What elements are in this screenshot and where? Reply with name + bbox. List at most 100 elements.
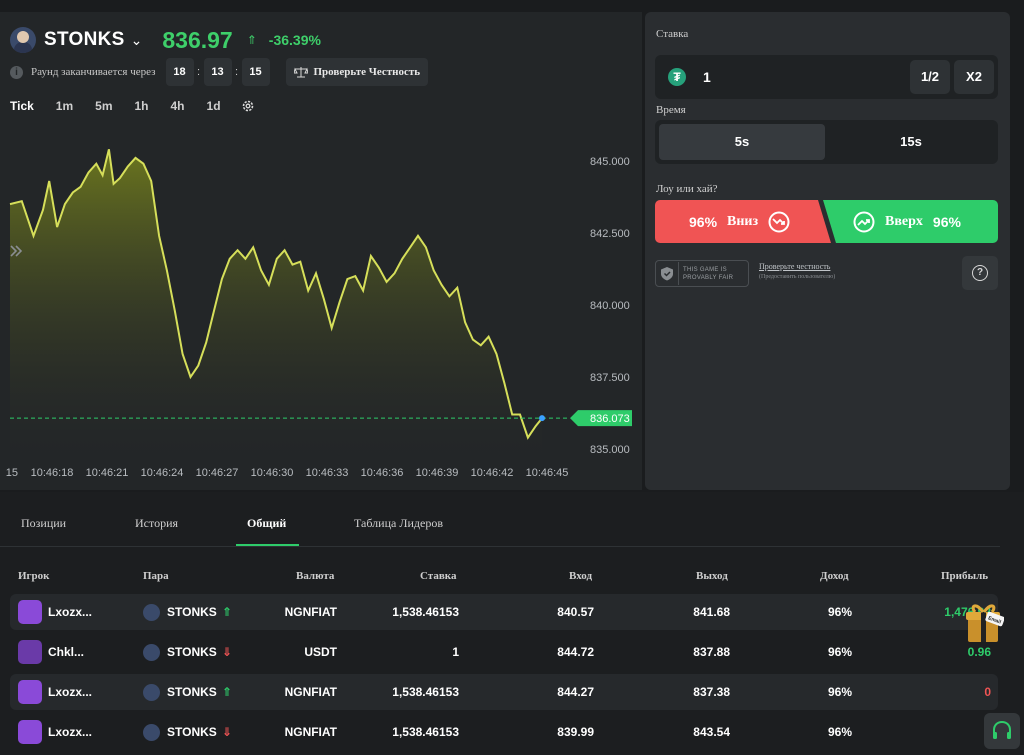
- active-tab-indicator: [236, 544, 299, 546]
- tether-coin-icon: ₮: [668, 68, 686, 86]
- bets-panel: Позиции История Общий Таблица Лидеров Иг…: [0, 492, 1024, 755]
- pair-avatar: [143, 724, 160, 741]
- table-row[interactable]: Lxozx... STONKS ⇑ NGNFIAT 1,538.46153 840.57 8…: [10, 594, 998, 630]
- header-profit: Прибыль: [941, 570, 989, 582]
- pair-name: STONKS: [167, 645, 217, 659]
- player-name[interactable]: Lxozx...: [48, 605, 93, 619]
- pair-avatar: [143, 604, 160, 621]
- time-label: Время: [656, 104, 686, 116]
- check-fairness-sub: (Предоставить пользователю): [759, 274, 836, 280]
- double-stake-button[interactable]: X2: [954, 60, 994, 94]
- fairness-button[interactable]: Проверьте Честность: [285, 58, 429, 86]
- asset-price: 836.97: [162, 26, 233, 53]
- header-currency: Валюта: [296, 570, 335, 582]
- help-button[interactable]: ?: [962, 256, 998, 290]
- entry-price: 844.27: [557, 685, 594, 699]
- timeframe-5m[interactable]: 5m: [95, 99, 113, 113]
- exit-price: 843.54: [693, 725, 730, 739]
- entry-price: 844.72: [557, 645, 594, 659]
- timer-seconds: 15: [241, 58, 270, 86]
- expand-chevrons-icon[interactable]: [10, 245, 23, 257]
- tab-history[interactable]: История: [135, 516, 179, 530]
- exit-price: 837.38: [693, 685, 730, 699]
- header-pair: Пара: [143, 570, 169, 582]
- bet-down-button[interactable]: 96% Вниз: [655, 200, 831, 243]
- bet-panel: Ставка ₮ 1 1/2 X2 Время 5s 15s Лоу или х…: [645, 12, 1010, 490]
- player-avatar: [18, 680, 42, 704]
- exit-price: 841.68: [693, 605, 730, 619]
- player-name[interactable]: Chkl...: [48, 645, 85, 659]
- pair-name: STONKS: [167, 725, 217, 739]
- trend-up-icon: [853, 211, 875, 232]
- x-tick-label: 15: [6, 467, 18, 479]
- player-avatar: [18, 640, 42, 664]
- asset-selector[interactable]: STONKS ⌄ 836.97 ⇑ -36.39%: [10, 26, 321, 54]
- chevron-down-icon[interactable]: ⌄: [130, 31, 143, 48]
- price-line: [9, 149, 543, 440]
- entry-price: 839.99: [557, 725, 594, 739]
- tab-general[interactable]: Общий: [247, 516, 287, 530]
- price-chart[interactable]: 845.000 842.500 840.000 837.500 835.000 15 10…: [0, 12, 642, 490]
- time-option-15s[interactable]: 15s: [900, 134, 922, 149]
- player-name[interactable]: Lxozx...: [48, 725, 93, 739]
- question-icon: ?: [972, 265, 988, 281]
- chart-panel: 845.000 842.500 840.000 837.500 835.000 15 10…: [0, 12, 642, 490]
- timeframe-1m[interactable]: 1m: [55, 99, 74, 113]
- time-option-5s[interactable]: 5s: [659, 124, 825, 160]
- currency: NGNFIAT: [284, 725, 337, 739]
- header-entry: Вход: [569, 570, 593, 582]
- player-avatar: [18, 600, 42, 624]
- direction-indicator: ⇓: [222, 634, 232, 670]
- player-name[interactable]: Lxozx...: [48, 685, 93, 699]
- up-label: Вверх: [885, 213, 923, 229]
- header-exit: Выход: [696, 570, 728, 582]
- timeframe-tick[interactable]: Tick: [10, 99, 34, 113]
- check-fairness-link[interactable]: Проверьте честность: [759, 262, 831, 271]
- income: 96%: [827, 725, 852, 739]
- stake: 1,538.46153: [392, 725, 459, 739]
- x-tick-label: 10:46:30: [251, 467, 294, 479]
- timeframe-1d[interactable]: 1d: [206, 99, 221, 113]
- arrow-down-icon: ⇓: [222, 725, 233, 739]
- entry-price: 840.57: [557, 605, 594, 619]
- currency: NGNFIAT: [284, 685, 337, 699]
- tab-leaderboard[interactable]: Таблица Лидеров: [354, 516, 443, 530]
- half-stake-button[interactable]: 1/2: [910, 60, 950, 94]
- info-icon[interactable]: i: [10, 65, 23, 79]
- stake: 1,538.46153: [392, 685, 459, 699]
- asset-name[interactable]: STONKS: [44, 29, 125, 50]
- income: 96%: [827, 685, 852, 699]
- provably-line-2: PROVABLY FAIR: [683, 274, 734, 281]
- direction-indicator: ⇓: [222, 714, 232, 750]
- chart-settings-gear-icon[interactable]: [241, 99, 255, 113]
- bet-up-button[interactable]: Вверх 96%: [823, 200, 998, 243]
- tab-positions[interactable]: Позиции: [21, 516, 67, 530]
- income: 96%: [827, 605, 852, 619]
- scales-icon: [293, 67, 308, 78]
- table-row[interactable]: Lxozx... STONKS ⇑ NGNFIAT 1,538.46153 844.27 8…: [10, 674, 998, 710]
- support-button[interactable]: [984, 713, 1020, 749]
- direction-indicator: ⇑: [222, 674, 232, 710]
- timeframe-4h[interactable]: 4h: [170, 99, 185, 113]
- gift-icon[interactable]: Email: [964, 600, 1005, 644]
- x-tick-label: 10:46:33: [306, 467, 349, 479]
- stake-input[interactable]: ₮ 1 1/2 X2: [655, 55, 998, 99]
- table-row[interactable]: Lxozx... STONKS ⇓ NGNFIAT 1,538.46153 839.99 8…: [10, 714, 998, 750]
- current-price-label: 836.073: [590, 413, 630, 425]
- header-player: Игрок: [18, 570, 50, 582]
- gift-label: Email: [987, 615, 1002, 625]
- profit: 0: [984, 685, 991, 699]
- timer-separator: :: [196, 66, 201, 78]
- timeframe-1h[interactable]: 1h: [134, 99, 149, 113]
- arrow-up-icon: ⇑: [222, 685, 233, 699]
- provably-line-1: THIS GAME IS: [683, 266, 727, 273]
- y-tick-label: 837.500: [590, 372, 630, 384]
- header-stake: Ставка: [420, 570, 457, 582]
- x-tick-label: 10:46:24: [141, 467, 184, 479]
- pair-avatar: [143, 684, 160, 701]
- trend-down-icon: [768, 211, 790, 232]
- round-label: Раунд заканчивается через: [31, 66, 156, 78]
- stake: 1: [452, 645, 459, 659]
- stake-value[interactable]: 1: [703, 69, 711, 85]
- table-row[interactable]: Chkl... STONKS ⇓ USDT 1 844.72 837.88 96% 0.96: [10, 634, 998, 670]
